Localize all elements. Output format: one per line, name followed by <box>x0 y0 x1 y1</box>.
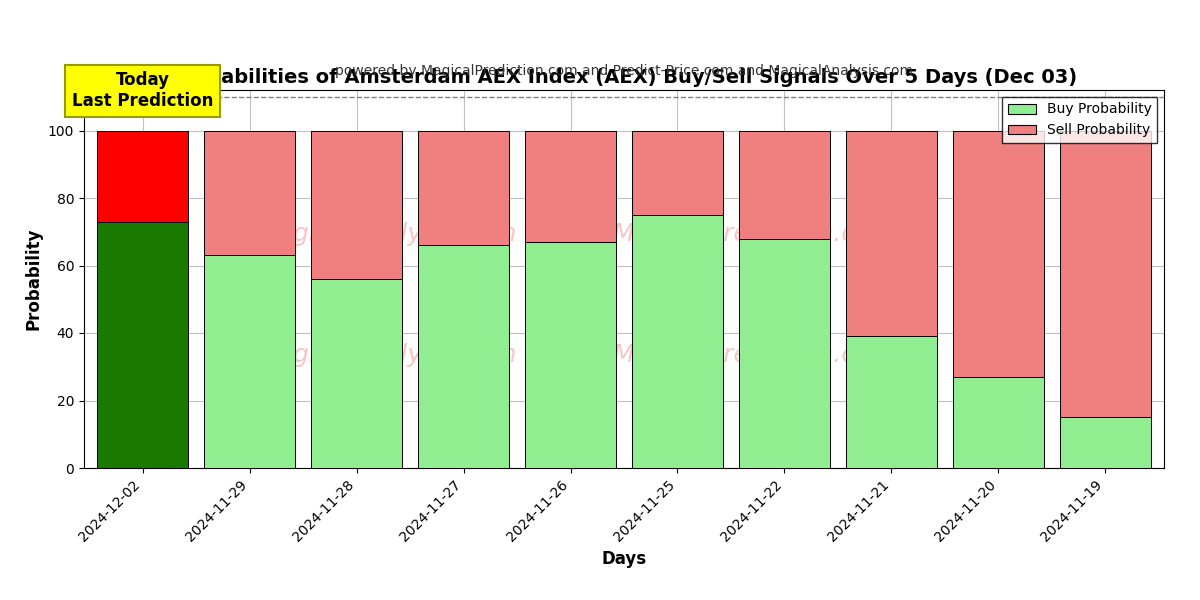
Bar <box>526 242 616 468</box>
Bar <box>953 130 1044 377</box>
Bar <box>311 279 402 468</box>
Bar <box>204 130 295 256</box>
Text: MagicalPrediction.com: MagicalPrediction.com <box>612 221 895 245</box>
Bar <box>418 130 509 245</box>
Bar <box>632 130 722 215</box>
Text: MagicalPrediction.com: MagicalPrediction.com <box>612 343 895 367</box>
X-axis label: Days: Days <box>601 550 647 568</box>
Bar <box>311 130 402 279</box>
Bar <box>953 377 1044 468</box>
Bar <box>739 130 830 238</box>
Bar <box>204 256 295 468</box>
Bar <box>632 215 722 468</box>
Legend: Buy Probability, Sell Probability: Buy Probability, Sell Probability <box>1002 97 1157 143</box>
Text: MagicalAnalysis.com: MagicalAnalysis.com <box>256 343 517 367</box>
Bar <box>418 245 509 468</box>
Y-axis label: Probability: Probability <box>24 228 42 330</box>
Bar <box>97 221 188 468</box>
Bar <box>1060 130 1151 418</box>
Text: n: n <box>1080 221 1097 245</box>
Bar <box>526 130 616 242</box>
Title: Probabilities of Amsterdam AEX Index (AEX) Buy/Sell Signals Over 5 Days (Dec 03): Probabilities of Amsterdam AEX Index (AE… <box>170 68 1078 87</box>
Text: powered by MagicalPrediction.com and Predict-Price.com and MagicalAnalysis.com: powered by MagicalPrediction.com and Pre… <box>335 64 913 78</box>
Text: Today
Last Prediction: Today Last Prediction <box>72 71 214 110</box>
Bar <box>739 238 830 468</box>
Bar <box>846 337 937 468</box>
Text: MagicalAnalysis.com: MagicalAnalysis.com <box>256 221 517 245</box>
Bar <box>1060 418 1151 468</box>
Bar <box>97 130 188 221</box>
Text: n: n <box>1080 343 1097 367</box>
Bar <box>846 130 937 337</box>
